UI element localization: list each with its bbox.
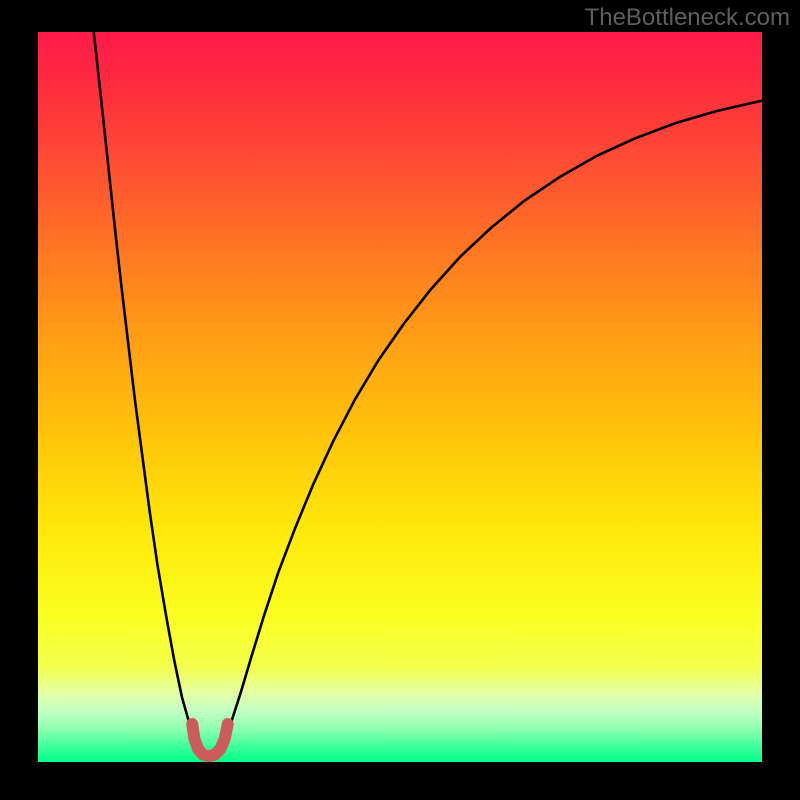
watermark-text: TheBottleneck.com bbox=[585, 4, 790, 32]
gradient-background bbox=[38, 32, 762, 762]
chart-container: TheBottleneck.com bbox=[0, 0, 800, 800]
plot-area bbox=[38, 32, 762, 762]
plot-svg bbox=[38, 32, 762, 762]
